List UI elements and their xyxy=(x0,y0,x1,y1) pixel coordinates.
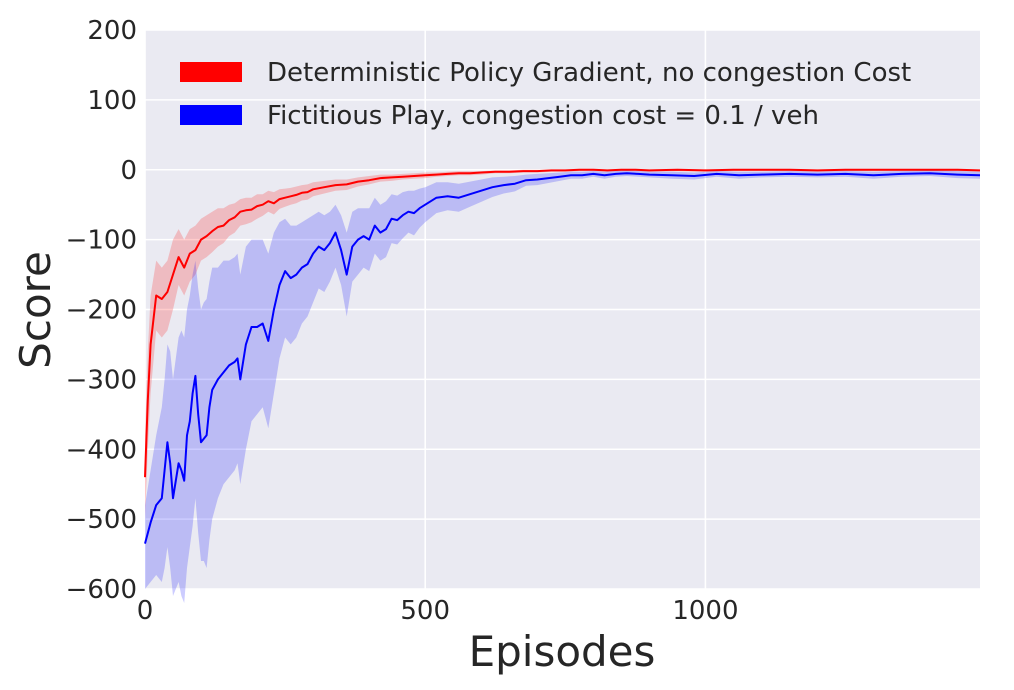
y-tick-label: −600 xyxy=(66,575,137,605)
x-axis-label: Episodes xyxy=(469,627,656,676)
x-axis-ticks: 0 500 1000 xyxy=(137,596,739,626)
series-line-0 xyxy=(144,168,981,478)
y-tick-label: −300 xyxy=(66,365,137,395)
x-tick-label: 0 xyxy=(137,596,154,626)
x-tick-label: 1000 xyxy=(672,596,738,626)
legend-swatch-fictitious-play xyxy=(180,105,242,125)
y-tick-label: −100 xyxy=(66,226,137,256)
y-tick-label: 100 xyxy=(87,86,137,116)
y-tick-label: −400 xyxy=(66,435,137,465)
y-tick-label: 0 xyxy=(120,156,137,186)
y-tick-label: 200 xyxy=(87,16,137,46)
legend: Deterministic Policy Gradient, no conges… xyxy=(180,58,911,131)
legend-label-dpg: Deterministic Policy Gradient, no conges… xyxy=(267,58,911,88)
legend-label-fictitious-play: Fictitious Play, congestion cost = 0.1 /… xyxy=(267,101,819,131)
y-tick-label: −200 xyxy=(66,296,137,326)
grid-lines xyxy=(144,29,980,590)
confidence-band-1 xyxy=(145,170,980,603)
series-line-1 xyxy=(144,172,981,544)
y-axis-ticks: −600 −500 −400 −300 −200 −100 0 100 200 xyxy=(66,16,137,605)
legend-swatch-dpg xyxy=(180,62,242,82)
series-lines xyxy=(144,168,981,544)
x-tick-label: 500 xyxy=(400,596,450,626)
y-tick-label: −500 xyxy=(66,505,137,535)
y-axis-label: Score xyxy=(11,251,60,369)
confidence-bands xyxy=(145,169,980,603)
